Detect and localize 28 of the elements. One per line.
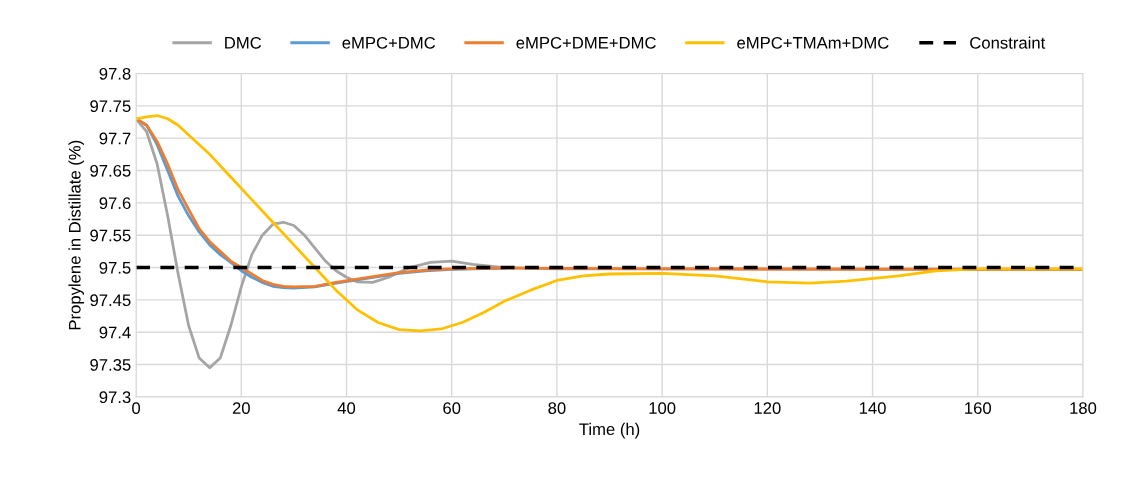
- y-tick-label: 97.8: [99, 67, 131, 80]
- legend-label: eMPC+DMC: [342, 36, 436, 49]
- legend-label: Constraint: [970, 36, 1046, 49]
- y-axis-title: Propylene in Distillate (%): [68, 140, 84, 330]
- legend-label: eMPC+DME+DMC: [516, 36, 656, 49]
- y-tick-label: 97.7: [99, 132, 131, 145]
- y-tick-label: 97.75: [90, 100, 131, 113]
- y-tick-label: 97.3: [99, 391, 131, 404]
- x-axis-title: Time (h): [579, 422, 640, 439]
- x-tick-label: 100: [649, 402, 676, 414]
- x-tick-label: 160: [965, 402, 992, 414]
- y-tick-label: 97.5: [99, 261, 131, 274]
- x-tick-label: 180: [1070, 402, 1097, 414]
- x-tick-label: 40: [337, 402, 356, 414]
- x-tick-label: 120: [754, 402, 781, 414]
- y-tick-label: 97.6: [99, 197, 131, 210]
- x-tick-label: 60: [443, 402, 461, 414]
- x-tick-label: 80: [548, 402, 566, 414]
- y-tick-label: 97.35: [90, 358, 131, 371]
- x-tick-label: 0: [132, 402, 141, 414]
- legend-label: DMC: [225, 36, 262, 49]
- x-tick-label: 20: [232, 402, 250, 414]
- x-tick-label: 140: [859, 402, 886, 414]
- y-tick-label: 97.4: [99, 326, 131, 339]
- y-tick-label: 97.65: [90, 164, 131, 177]
- y-tick-label: 97.55: [90, 229, 131, 242]
- legend-label: eMPC+TMAm+DMC: [737, 36, 889, 49]
- y-tick-label: 97.45: [90, 294, 131, 307]
